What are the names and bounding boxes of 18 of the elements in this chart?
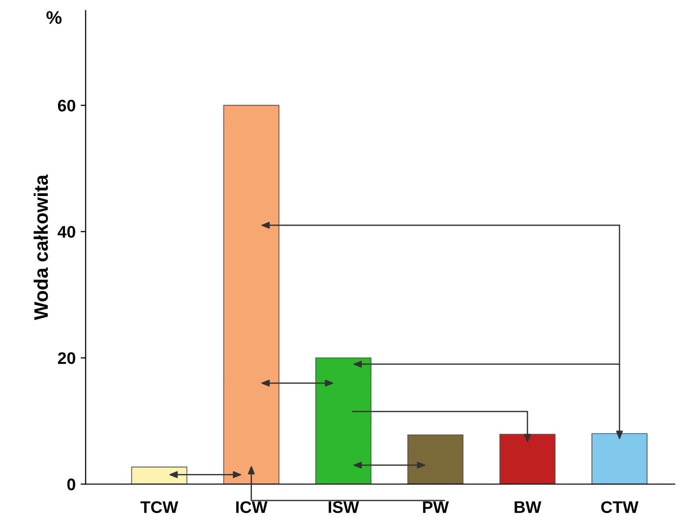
x-tick-label: ICW xyxy=(236,501,268,514)
bar xyxy=(131,466,188,484)
bar xyxy=(499,434,556,484)
y-tick-label: 60 xyxy=(58,100,76,112)
x-tick-label: CTW xyxy=(601,501,638,514)
y-tick-label: 0 xyxy=(67,478,76,490)
y-tick-label: 20 xyxy=(58,352,76,364)
bar xyxy=(407,434,464,484)
x-tick-label: PW xyxy=(423,501,449,513)
y-axis-title: Woda całkowita xyxy=(34,174,48,320)
bar xyxy=(315,357,372,484)
text: % xyxy=(46,11,62,24)
y-tick-label: 40 xyxy=(58,226,76,238)
x-tick-label: BW xyxy=(514,501,542,513)
x-tick-label: ISW xyxy=(328,501,360,514)
bar xyxy=(223,104,280,484)
x-tick-label: TCW xyxy=(140,501,178,514)
bar xyxy=(591,433,648,484)
